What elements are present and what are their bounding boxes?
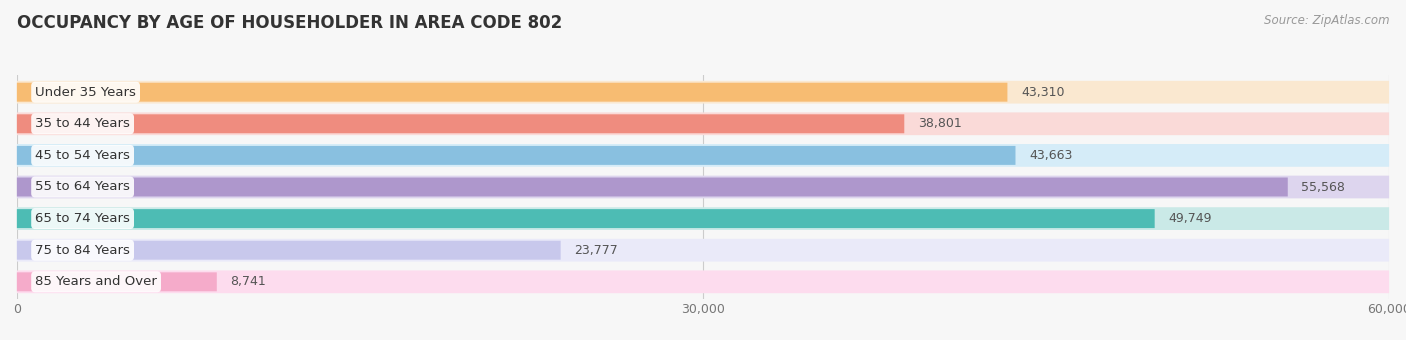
- Text: 49,749: 49,749: [1168, 212, 1212, 225]
- Text: Under 35 Years: Under 35 Years: [35, 86, 136, 99]
- Text: 8,741: 8,741: [231, 275, 266, 288]
- FancyBboxPatch shape: [17, 144, 1389, 167]
- Text: 75 to 84 Years: 75 to 84 Years: [35, 244, 129, 257]
- FancyBboxPatch shape: [17, 81, 1389, 104]
- FancyBboxPatch shape: [17, 83, 1008, 102]
- FancyBboxPatch shape: [17, 176, 1389, 198]
- FancyBboxPatch shape: [17, 207, 1389, 230]
- FancyBboxPatch shape: [17, 146, 1015, 165]
- FancyBboxPatch shape: [17, 272, 217, 291]
- FancyBboxPatch shape: [17, 177, 1288, 197]
- FancyBboxPatch shape: [17, 114, 904, 133]
- Text: 35 to 44 Years: 35 to 44 Years: [35, 117, 129, 130]
- Text: 38,801: 38,801: [918, 117, 962, 130]
- FancyBboxPatch shape: [17, 270, 1389, 293]
- Text: OCCUPANCY BY AGE OF HOUSEHOLDER IN AREA CODE 802: OCCUPANCY BY AGE OF HOUSEHOLDER IN AREA …: [17, 14, 562, 32]
- FancyBboxPatch shape: [17, 241, 561, 260]
- Text: 23,777: 23,777: [575, 244, 619, 257]
- FancyBboxPatch shape: [17, 113, 1389, 135]
- Text: 43,663: 43,663: [1029, 149, 1073, 162]
- FancyBboxPatch shape: [17, 239, 1389, 261]
- Text: 65 to 74 Years: 65 to 74 Years: [35, 212, 129, 225]
- Text: 43,310: 43,310: [1021, 86, 1064, 99]
- Text: Source: ZipAtlas.com: Source: ZipAtlas.com: [1264, 14, 1389, 27]
- Text: 45 to 54 Years: 45 to 54 Years: [35, 149, 129, 162]
- Text: 55 to 64 Years: 55 to 64 Years: [35, 181, 129, 193]
- FancyBboxPatch shape: [17, 209, 1154, 228]
- Text: 55,568: 55,568: [1302, 181, 1346, 193]
- Text: 85 Years and Over: 85 Years and Over: [35, 275, 157, 288]
